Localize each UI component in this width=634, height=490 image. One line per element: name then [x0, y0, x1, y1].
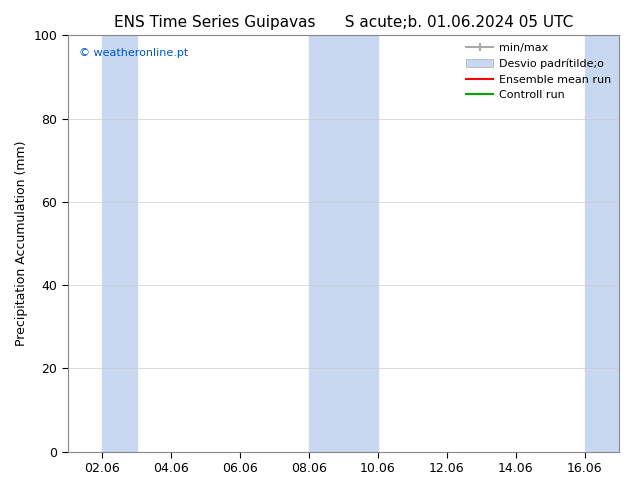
Title: ENS Time Series Guipavas      S acute;b. 01.06.2024 05 UTC: ENS Time Series Guipavas S acute;b. 01.0… [113, 15, 573, 30]
Y-axis label: Precipitation Accumulation (mm): Precipitation Accumulation (mm) [15, 141, 28, 346]
Bar [102, 35, 137, 452]
Bar [309, 35, 378, 452]
Bar [585, 35, 619, 452]
Legend: min/max, Desvio padrítilde;o, Ensemble mean run, Controll run: min/max, Desvio padrítilde;o, Ensemble m… [461, 39, 616, 105]
Text: © weatheronline.pt: © weatheronline.pt [79, 48, 188, 58]
